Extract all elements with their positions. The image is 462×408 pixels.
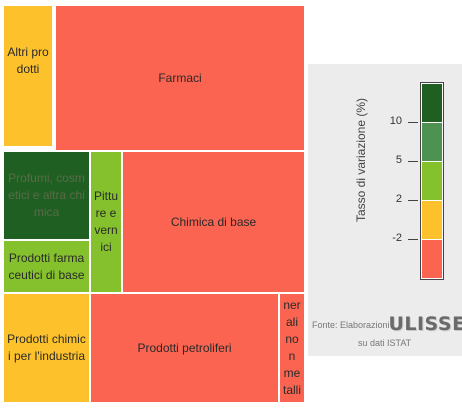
legend-title: Tasso di variazione (%): [354, 92, 368, 228]
tile-altri-prodotti-label: Altri prodotti: [7, 45, 49, 76]
legend-swatch: [422, 123, 442, 161]
legend-swatch: [422, 84, 442, 122]
legend-swatch: [422, 201, 442, 239]
tile-farmaci[interactable]: Farmaci: [54, 4, 306, 152]
legend-tick: [408, 122, 418, 123]
tile-pitture-vernici[interactable]: Pitture e vernici: [89, 150, 123, 294]
tile-chimica-di-base-label: Chimica di base: [170, 214, 257, 229]
tile-prodotti-chimici-industria-label: Prodotti chimici per l'industria: [7, 332, 86, 363]
legend-tick-label: 2: [395, 193, 402, 205]
tile-prodotti-petroliferi-label: Prodotti petroliferi: [137, 340, 232, 355]
treemap: Altri prodotti Farmaci Profumi, cosmetici …: [2, 4, 306, 404]
legend-swatch: [422, 240, 442, 278]
ulisse-logo: ULISSE: [388, 313, 462, 335]
legend-tick: [408, 161, 418, 162]
tile-pitture-vernici-label: Pitture e vernici: [94, 189, 119, 254]
tile-minerali-non-metalliferi[interactable]: Minerali non metalliferi: [278, 292, 306, 404]
source-subtext: su dati ISTAT: [358, 338, 412, 348]
tile-profumi-cosmetici[interactable]: Profumi, cosmetici e altra chimica: [2, 150, 91, 241]
tile-prodotti-petroliferi[interactable]: Prodotti petroliferi: [89, 292, 280, 404]
tile-farmaci-label: Farmaci: [158, 70, 202, 85]
legend-tick-label: 10: [389, 115, 402, 127]
legend-title-text: Tasso di variazione (%): [354, 97, 368, 223]
legend-tick: [408, 239, 418, 240]
legend-tick-label: 5: [395, 154, 402, 166]
legend-color-scale: [420, 82, 444, 280]
legend-tick-label: -2: [392, 232, 402, 244]
tile-prodotti-farmaceutici[interactable]: Prodotti farmaceutici di base: [2, 239, 91, 294]
legend-swatch: [422, 162, 442, 200]
tile-profumi-cosmetici-label: Profumi, cosmetici e altra chimica: [8, 171, 85, 219]
tile-minerali-non-metalliferi-label: Minerali non metalliferi: [283, 294, 302, 402]
tile-chimica-di-base[interactable]: Chimica di base: [121, 150, 306, 294]
legend-tick: [408, 200, 418, 201]
tile-altri-prodotti[interactable]: Altri prodotti: [2, 4, 54, 148]
source-text: Fonte: Elaborazioni: [312, 320, 390, 330]
tile-prodotti-chimici-industria[interactable]: Prodotti chimici per l'industria: [2, 292, 91, 404]
tile-prodotti-farmaceutici-label: Prodotti farmaceutici di base: [8, 250, 85, 282]
